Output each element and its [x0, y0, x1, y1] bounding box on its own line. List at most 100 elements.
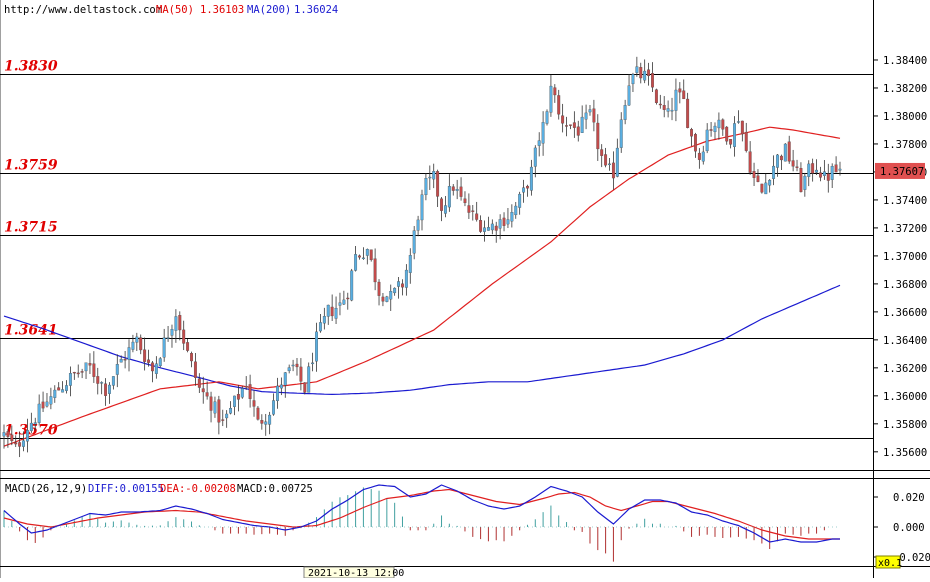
candle-up: [424, 178, 428, 196]
candle-down: [57, 387, 61, 391]
candle-down: [221, 419, 225, 421]
candle-down: [88, 363, 92, 366]
candle-up: [354, 254, 358, 271]
candle-up: [776, 154, 779, 168]
candle-up: [315, 331, 318, 362]
candle-down: [18, 442, 22, 447]
candle-up: [131, 341, 135, 350]
candle-down: [236, 393, 240, 400]
candle-down: [369, 249, 373, 261]
site-url: http://www.deltastock.com: [4, 4, 162, 16]
candle-up: [65, 385, 68, 391]
level-label: 1.3715: [4, 220, 58, 236]
candle-up: [584, 112, 588, 120]
candle-down: [252, 400, 256, 407]
candle-down: [377, 281, 381, 296]
candle-up: [154, 363, 158, 374]
candle-down: [76, 372, 80, 375]
candle-down: [10, 434, 14, 442]
candle-up: [533, 147, 537, 167]
price-tick-label: 1.37800: [883, 139, 927, 151]
moving-averages: [3, 126, 841, 447]
ma200-label: MA(200): [247, 4, 291, 16]
candle-up: [717, 119, 721, 129]
candle-down: [248, 384, 252, 399]
candle-down: [190, 353, 193, 362]
candle-down: [647, 69, 651, 77]
candle-down: [346, 297, 350, 300]
candle-up: [815, 169, 819, 173]
candle-down: [299, 366, 303, 382]
candle-down: [295, 363, 299, 368]
candle-down: [41, 401, 45, 409]
candle-up: [365, 249, 369, 256]
candle-down: [611, 162, 615, 179]
candle-down: [721, 119, 725, 130]
candle-down: [658, 103, 662, 106]
candle-up: [100, 382, 104, 384]
candle-up: [428, 176, 432, 179]
candle-down: [526, 185, 529, 189]
candle-up: [287, 367, 291, 372]
candle-down: [565, 125, 568, 127]
candle-up: [627, 85, 631, 106]
candle-down: [123, 359, 127, 361]
candle-down: [662, 105, 666, 110]
candle-up: [510, 212, 514, 222]
price-tick-label: 1.36600: [883, 307, 927, 319]
candle-up: [498, 219, 502, 229]
candle-up: [135, 336, 139, 343]
candle-down: [744, 131, 748, 151]
candle-up: [307, 366, 311, 393]
candle-down: [104, 383, 108, 396]
last-price-label: 1.37607: [880, 166, 924, 178]
candle-down: [729, 138, 733, 145]
zoom-label[interactable]: x0.1: [878, 558, 902, 569]
candle-down: [592, 108, 596, 123]
candle-down: [330, 306, 334, 317]
candle-up: [49, 396, 53, 405]
candle-up: [279, 384, 283, 389]
candle-down: [694, 134, 697, 152]
candle-up: [53, 389, 57, 398]
candle-down: [150, 362, 154, 372]
candle-up: [486, 227, 490, 231]
candle-down: [436, 171, 440, 197]
price-axis: 1.384001.382001.380001.378001.376001.374…: [873, 55, 927, 459]
candle-down: [576, 126, 580, 136]
candle-up: [432, 171, 436, 180]
zoom-label-box[interactable]: [875, 555, 901, 569]
candle-down: [451, 186, 455, 191]
candle-down: [92, 363, 96, 377]
candle-up: [229, 408, 233, 414]
candle-up: [108, 384, 111, 394]
candle-up: [233, 395, 236, 407]
price-tick-label: 1.37000: [883, 251, 927, 263]
candle-up: [713, 125, 717, 133]
candle-up: [397, 281, 401, 287]
candle-up: [443, 205, 447, 214]
candle-down: [561, 115, 565, 124]
candle-down: [752, 171, 756, 178]
last-price-tag: [875, 162, 925, 179]
candle-up: [404, 269, 408, 288]
candle-down: [479, 220, 483, 232]
macd-lines: [3, 484, 840, 543]
candle-down: [72, 371, 76, 374]
level-label: 1.3830: [4, 59, 58, 75]
candle-down: [725, 126, 729, 142]
candle-up: [518, 193, 522, 208]
candle-down: [678, 88, 682, 93]
candle-down: [463, 198, 467, 204]
candle-down: [795, 166, 799, 168]
price-tick-label: 1.36800: [883, 279, 927, 291]
candle-down: [826, 173, 830, 181]
candle-down: [572, 122, 576, 128]
candle-down: [760, 183, 764, 193]
candle-up: [272, 400, 276, 415]
candle-up: [385, 296, 389, 302]
